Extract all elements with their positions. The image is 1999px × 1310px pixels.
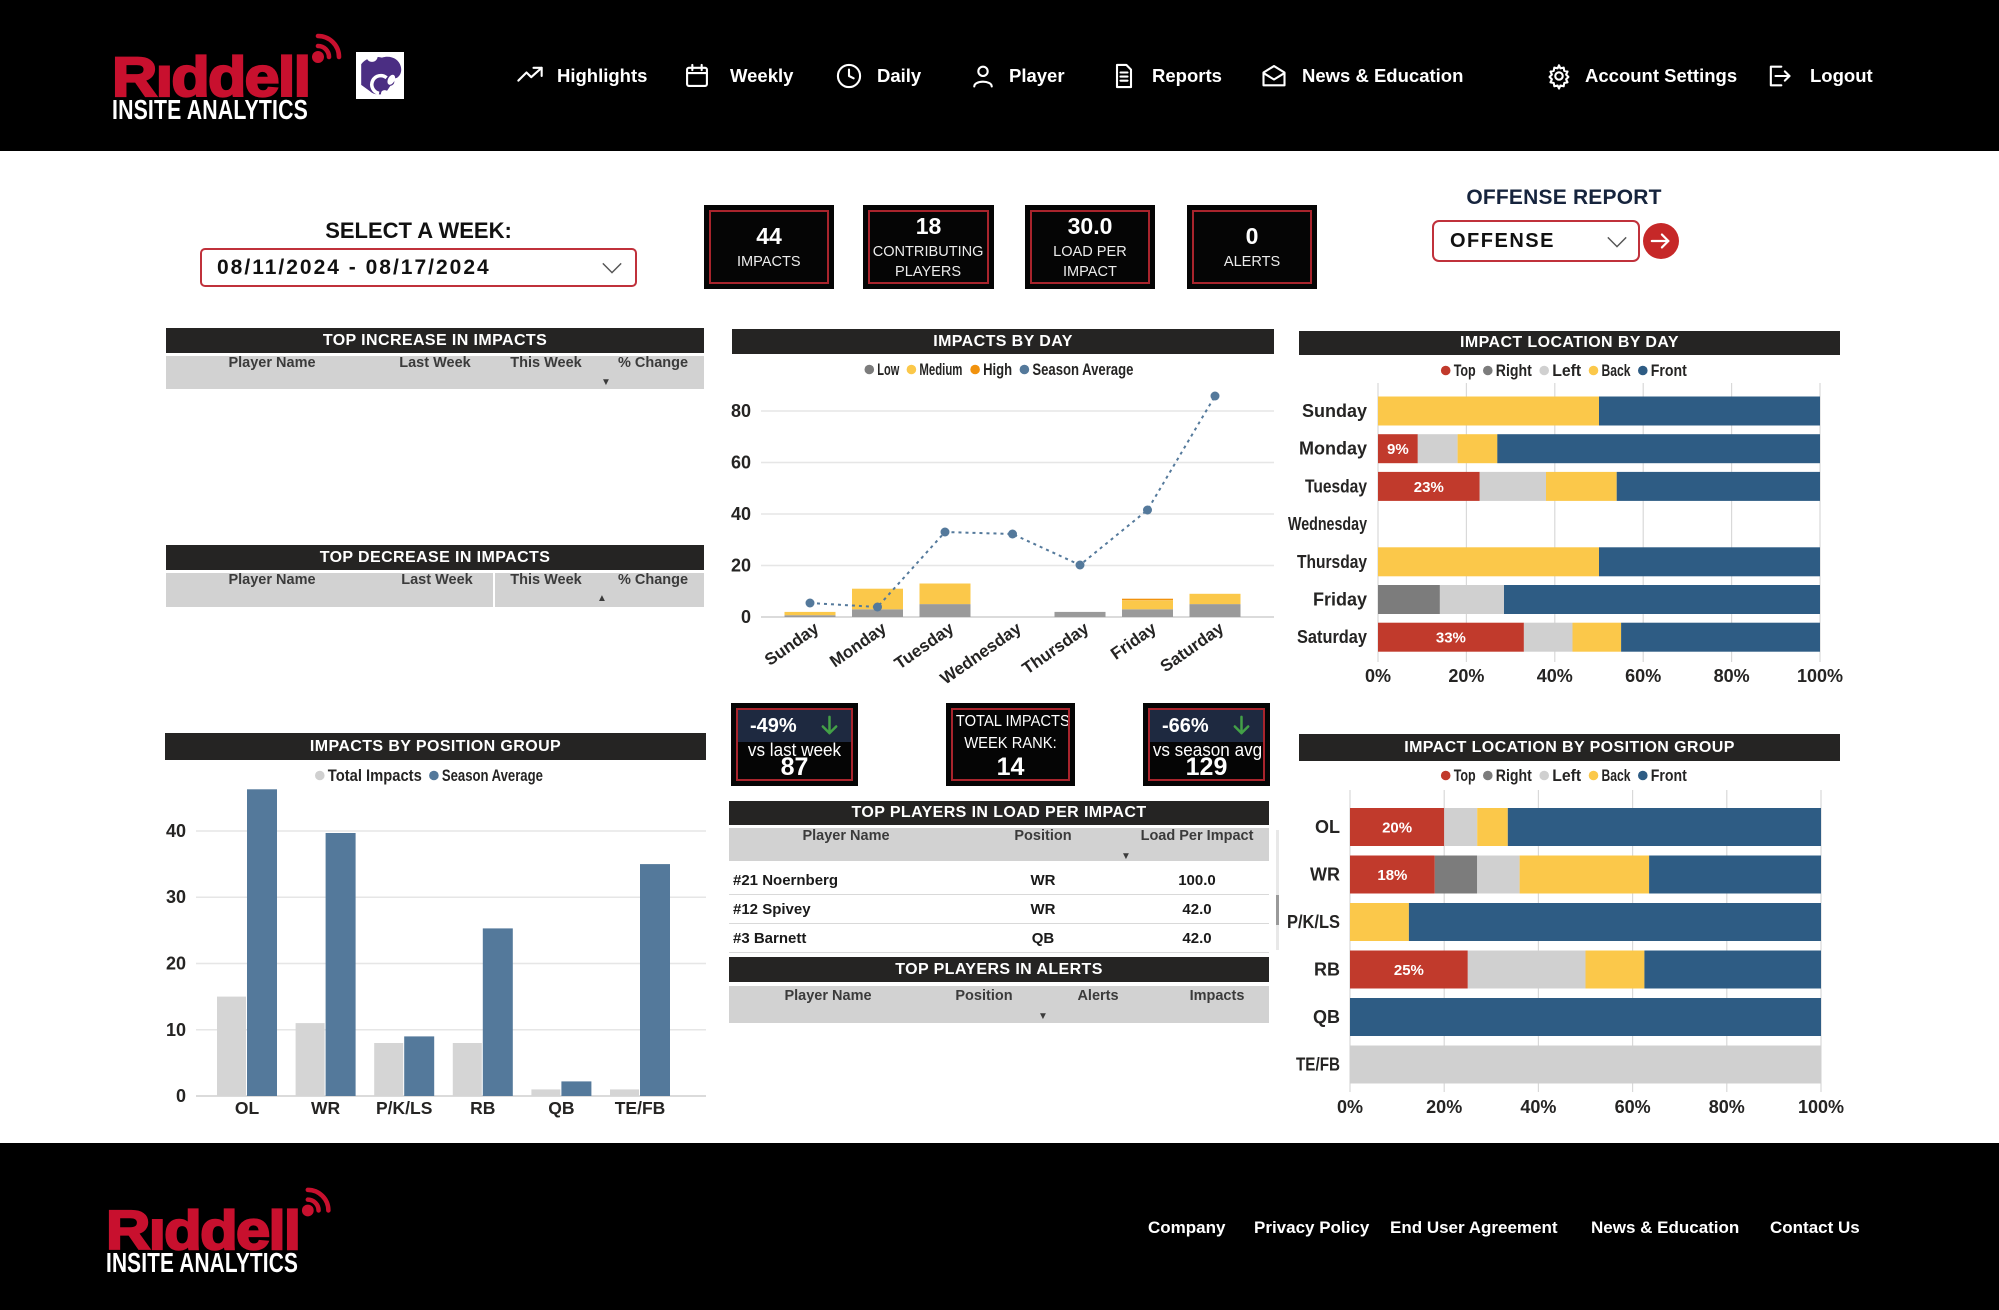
svg-text:Monday: Monday	[1299, 439, 1367, 459]
svg-text:Sunday: Sunday	[761, 618, 823, 669]
svg-text:Back: Back	[1602, 361, 1631, 380]
svg-text:Low: Low	[877, 360, 899, 379]
svg-text:Saturday: Saturday	[1157, 618, 1228, 676]
svg-text:WR: WR	[311, 1098, 341, 1118]
svg-text:TE/FB: TE/FB	[615, 1098, 666, 1118]
svg-text:Top: Top	[1454, 361, 1476, 380]
svg-text:80%: 80%	[1714, 666, 1750, 686]
svg-text:Tuesday: Tuesday	[891, 618, 958, 673]
svg-text:10: 10	[166, 1020, 186, 1040]
svg-text:OL: OL	[235, 1098, 260, 1118]
svg-text:High: High	[983, 360, 1012, 379]
svg-text:Sunday: Sunday	[1302, 401, 1367, 421]
svg-text:Wednesday: Wednesday	[937, 618, 1025, 688]
svg-text:100%: 100%	[1798, 1097, 1844, 1117]
svg-text:WR: WR	[1310, 865, 1340, 885]
svg-text:Thursday: Thursday	[1019, 618, 1093, 678]
svg-text:20: 20	[166, 954, 186, 974]
svg-text:60%: 60%	[1625, 666, 1661, 686]
svg-text:20%: 20%	[1448, 666, 1484, 686]
svg-text:60%: 60%	[1615, 1097, 1651, 1117]
svg-text:Thursday: Thursday	[1297, 552, 1367, 572]
svg-text:Top: Top	[1454, 766, 1476, 785]
svg-text:33%: 33%	[1436, 630, 1466, 647]
svg-text:Right: Right	[1496, 766, 1532, 785]
svg-text:Friday: Friday	[1107, 618, 1160, 663]
svg-text:40: 40	[166, 821, 186, 841]
svg-text:Wednesday: Wednesday	[1288, 514, 1367, 534]
svg-text:Front: Front	[1651, 766, 1687, 785]
svg-text:9%: 9%	[1387, 441, 1409, 458]
svg-text:Medium: Medium	[919, 360, 962, 379]
svg-text:40%: 40%	[1537, 666, 1573, 686]
svg-text:0%: 0%	[1365, 666, 1391, 686]
svg-text:0%: 0%	[1337, 1097, 1363, 1117]
svg-text:RB: RB	[470, 1098, 495, 1118]
svg-text:Season Average: Season Average	[1032, 360, 1133, 379]
svg-text:OL: OL	[1315, 817, 1340, 837]
svg-text:40: 40	[731, 504, 751, 524]
svg-text:60: 60	[731, 453, 751, 473]
svg-text:Left: Left	[1552, 361, 1581, 380]
svg-text:RB: RB	[1314, 960, 1340, 980]
svg-text:P/K/LS: P/K/LS	[1287, 912, 1340, 932]
svg-text:Monday: Monday	[826, 618, 890, 671]
svg-text:20%: 20%	[1426, 1097, 1462, 1117]
svg-text:80%: 80%	[1709, 1097, 1745, 1117]
svg-text:Tuesday: Tuesday	[1305, 476, 1367, 496]
svg-text:23%: 23%	[1414, 479, 1444, 496]
svg-text:Season Average: Season Average	[442, 766, 543, 785]
svg-text:0: 0	[741, 607, 751, 627]
svg-text:TE/FB: TE/FB	[1296, 1055, 1340, 1075]
svg-text:0: 0	[176, 1086, 186, 1106]
svg-text:18%: 18%	[1377, 867, 1407, 884]
svg-text:Front: Front	[1651, 361, 1687, 380]
svg-text:Friday: Friday	[1313, 590, 1367, 610]
svg-text:Back: Back	[1602, 766, 1631, 785]
svg-text:Right: Right	[1496, 361, 1532, 380]
svg-text:Saturday: Saturday	[1297, 627, 1367, 647]
svg-text:Left: Left	[1552, 766, 1581, 785]
svg-text:40%: 40%	[1520, 1097, 1556, 1117]
svg-text:20%: 20%	[1382, 820, 1412, 837]
svg-text:QB: QB	[1313, 1007, 1340, 1027]
svg-text:80: 80	[731, 401, 751, 421]
svg-text:P/K/LS: P/K/LS	[376, 1098, 432, 1118]
svg-text:QB: QB	[548, 1098, 574, 1118]
svg-text:25%: 25%	[1394, 962, 1424, 979]
svg-text:100%: 100%	[1797, 666, 1843, 686]
svg-text:Total Impacts: Total Impacts	[328, 766, 422, 785]
svg-text:30: 30	[166, 887, 186, 907]
